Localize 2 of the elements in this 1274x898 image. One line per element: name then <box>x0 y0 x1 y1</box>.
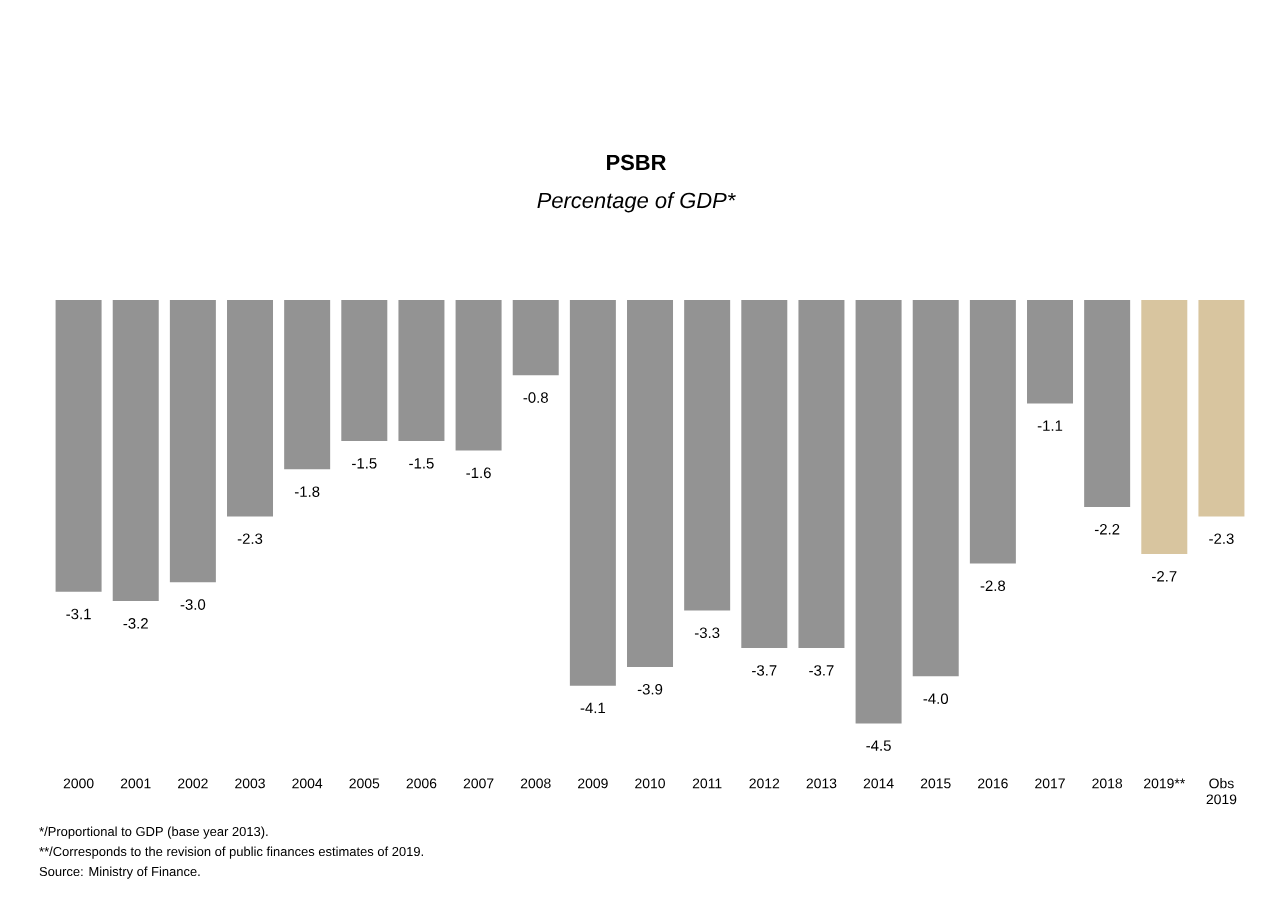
chart-subtitle: Percentage of GDP* <box>537 192 736 213</box>
chart-title: PSBR <box>607 154 666 171</box>
